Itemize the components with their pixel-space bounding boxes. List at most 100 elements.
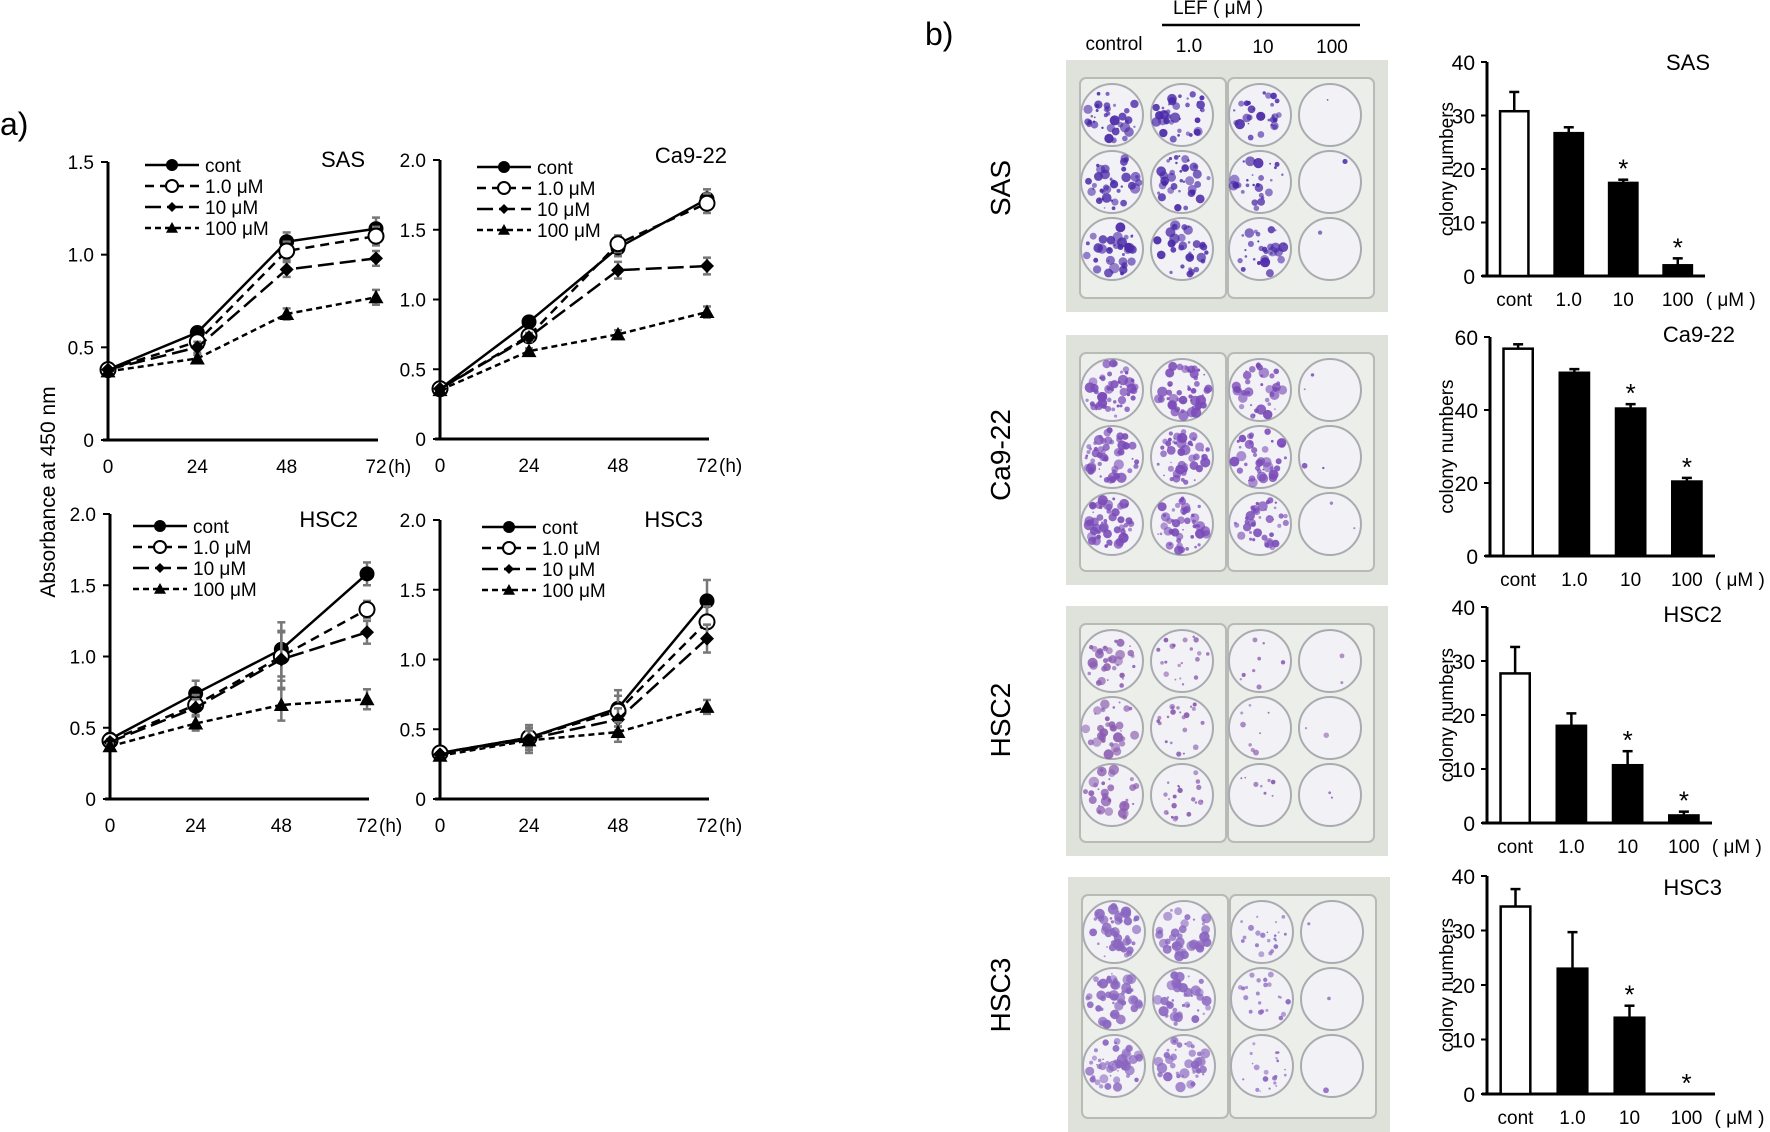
well: [1300, 1034, 1364, 1098]
colony: [1176, 981, 1182, 987]
series-2: [433, 256, 714, 396]
colony: [1169, 270, 1173, 275]
colony: [1252, 668, 1256, 673]
colony: [1087, 187, 1096, 197]
data-point: [611, 263, 625, 278]
y-axis-label: colony numbers: [1437, 918, 1458, 1052]
colony: [1178, 189, 1181, 193]
colony: [1173, 1021, 1178, 1026]
colony: [1191, 706, 1196, 711]
colony: [1239, 678, 1243, 681]
colony: [1277, 1051, 1280, 1054]
colony: [1273, 1074, 1278, 1079]
legend-label: 1.0 μM: [193, 538, 251, 559]
x-tick-label: 10: [1620, 570, 1641, 591]
colony: [1242, 935, 1247, 940]
y-tick-label: 0: [1463, 1084, 1475, 1107]
data-point: [359, 691, 375, 706]
colony: [1114, 938, 1120, 945]
x-tick-label: 48: [607, 456, 628, 477]
colony: [1265, 92, 1272, 99]
colony: [1121, 253, 1125, 256]
colony: [1134, 459, 1140, 465]
well: [1298, 83, 1362, 147]
colony: [1110, 1009, 1120, 1020]
colony: [1179, 1068, 1190, 1079]
colony: [1244, 462, 1248, 467]
well: [1080, 763, 1144, 827]
colony: [1180, 919, 1189, 928]
colony: [1182, 727, 1188, 733]
colony: [1097, 461, 1102, 467]
colony: [1275, 921, 1278, 924]
colony: [1105, 722, 1111, 727]
colony: [1251, 1062, 1254, 1065]
colony: [1103, 106, 1109, 113]
colony: [1237, 257, 1243, 264]
colony: [1115, 1059, 1124, 1068]
colony: [1238, 393, 1248, 403]
colony: [1156, 250, 1166, 260]
colony: [1204, 250, 1209, 255]
colony: [1267, 971, 1274, 978]
colony: [1236, 439, 1240, 443]
x-axis-unit: (h): [719, 456, 742, 477]
well: [1080, 629, 1144, 693]
colony: [1134, 1077, 1139, 1083]
colony: [1274, 465, 1281, 472]
colony: [1195, 395, 1207, 406]
well: [1082, 967, 1146, 1031]
colony: [1267, 118, 1271, 122]
colony: [1130, 386, 1138, 395]
colony: [1186, 270, 1194, 278]
colony: [1265, 188, 1273, 197]
colony: [1158, 1006, 1169, 1017]
colony: [1168, 401, 1177, 410]
panel-a-label: a): [0, 106, 28, 142]
colony: [1204, 998, 1207, 1001]
colony: [1097, 495, 1108, 506]
colony: [1161, 180, 1168, 187]
colony: [1156, 462, 1160, 466]
colony: [1129, 784, 1137, 792]
colony: [1166, 781, 1170, 784]
bar: [1502, 347, 1534, 558]
colony: [1124, 406, 1130, 413]
colony: [1247, 122, 1250, 125]
colony: [1252, 183, 1255, 187]
chart-title: Ca9-22: [655, 143, 727, 168]
colony: [1173, 432, 1182, 441]
data-point: [190, 340, 205, 355]
colony: [1100, 995, 1107, 1002]
legend-label: cont: [205, 156, 242, 177]
x-tick-label: 24: [187, 457, 209, 478]
colony: [1104, 133, 1114, 144]
colony: [1339, 653, 1345, 659]
colony: [1248, 924, 1254, 931]
colony: [1174, 406, 1181, 413]
colony: [1202, 1052, 1205, 1054]
colony: [1132, 664, 1136, 669]
colony: [1255, 183, 1260, 187]
colony: [1088, 776, 1100, 788]
legend-label: 10 μM: [193, 559, 246, 580]
colony: [1108, 778, 1111, 781]
colony: [1104, 716, 1110, 722]
colony: [1256, 978, 1261, 983]
colony: [1108, 655, 1117, 664]
colony: [1121, 166, 1127, 172]
colony: [1185, 253, 1195, 262]
colony: [1118, 701, 1121, 704]
colony: [1193, 637, 1199, 643]
series-3: [102, 688, 375, 753]
colony: [1105, 647, 1113, 655]
colony: [1201, 922, 1205, 926]
colony: [1165, 1055, 1174, 1064]
colony: [1193, 266, 1200, 273]
colony: [1088, 796, 1097, 805]
series-line: [107, 234, 377, 371]
colony: [1089, 502, 1096, 509]
colony: [1262, 642, 1265, 645]
series-2: [103, 619, 374, 749]
